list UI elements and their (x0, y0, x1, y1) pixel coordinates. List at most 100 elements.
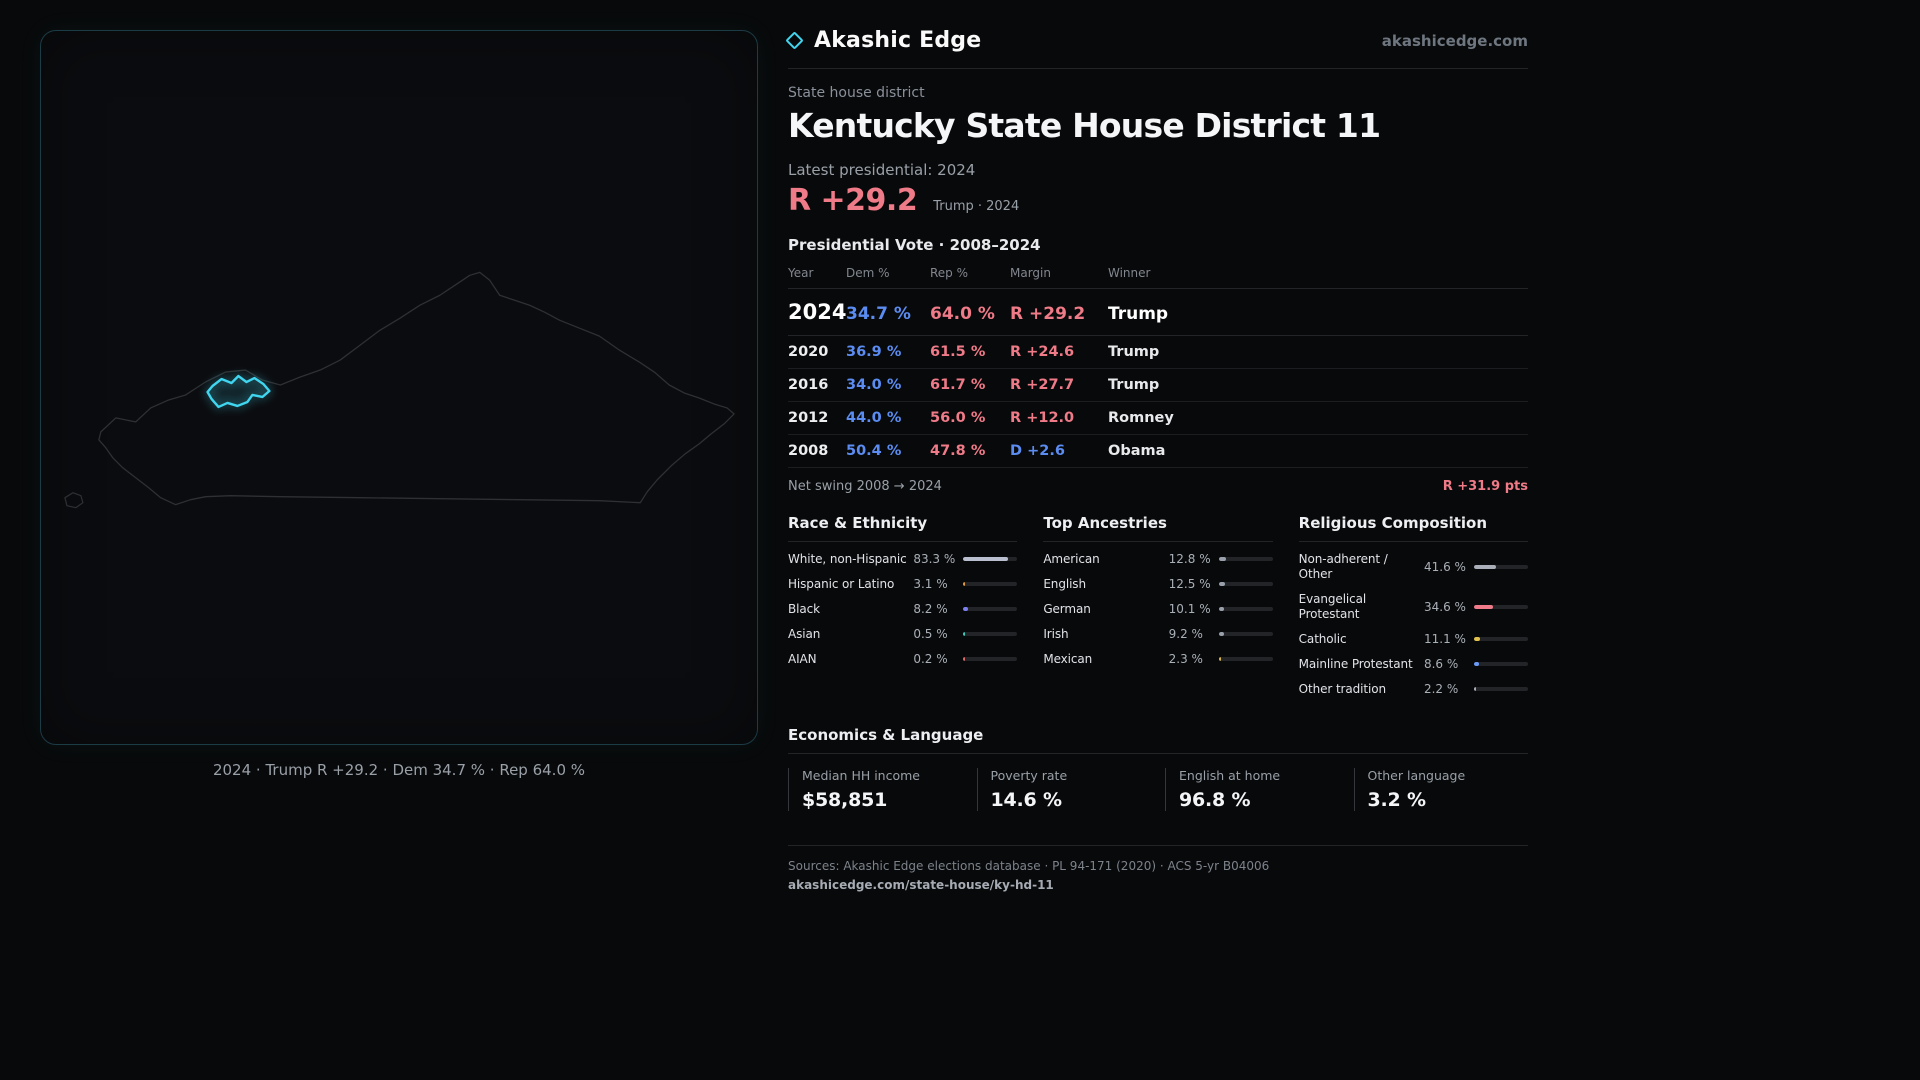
stat-label: White, non-Hispanic (788, 551, 907, 566)
vote-rep-pct: 56.0 % (930, 409, 986, 426)
stat-bar (1218, 557, 1273, 562)
stat-row: Evangelical Protestant 34.6 % (1299, 587, 1528, 627)
district-11-shape[interactable] (206, 374, 271, 409)
map-column: 2024 · Trump R +29.2 · Dem 34.7 % · Rep … (40, 30, 758, 1080)
stat-row: Mexican 2.3 % (1043, 647, 1273, 672)
stat-bar (963, 657, 1018, 662)
vote-row-2024: 2024 34.7 % 64.0 % R +29.2 Trump (788, 289, 1528, 336)
vote-row-2016: 2016 34.0 % 61.7 % R +27.7 Trump (788, 369, 1528, 402)
stat-label: Non-adherent / Other (1298, 551, 1388, 581)
stat-row: Hispanic or Latino 3.1 % (788, 572, 1018, 597)
stat-value: 8.2 % (913, 602, 948, 617)
net-swing-label: Net swing 2008 → 2024 (788, 478, 942, 494)
economics-stats: Median HH income $58,851 Poverty rate 14.6 … (788, 767, 1528, 811)
economics-stat-label: Median HH income (802, 767, 920, 783)
race-ethnicity-title: Race & Ethnicity (788, 514, 1018, 542)
vote-table-title: Presidential Vote · 2008–2024 (788, 235, 1041, 254)
economics-stat: English at home 96.8 % (1165, 767, 1340, 811)
economics-stat: Poverty rate 14.6 % (976, 767, 1152, 811)
net-swing-row: Net swing 2008 → 2024 R +31.9 pts (788, 479, 1528, 494)
stat-bar-fill (963, 582, 966, 587)
stat-value: 12.5 % (1168, 577, 1211, 592)
vote-winner: Trump (1108, 376, 1160, 393)
stat-label: Evangelical Protestant (1298, 591, 1367, 621)
stat-row: AIAN 0.2 % (788, 647, 1018, 672)
vote-dem-pct: 50.4 % (846, 442, 902, 459)
economics-stat-label: English at home (1179, 767, 1281, 783)
stat-bar-fill (963, 632, 966, 637)
stat-row: Other tradition 2.2 % (1299, 677, 1528, 702)
vote-margin: R +12.0 (1010, 409, 1075, 426)
permalink[interactable]: akashicedge.com/state-house/ky-hd-11 (788, 877, 1054, 892)
vote-table-rows: 2024 34.7 % 64.0 % R +29.2 Trump 2020 36.9 % 61… (788, 289, 1528, 468)
stat-bar (1218, 657, 1273, 662)
race-ethnicity-list: White, non-Hispanic 83.3 % Hispanic or Lat… (788, 547, 1018, 672)
headline-margin-row: R +29.2 Trump · 2024 (788, 183, 1528, 218)
stat-row: Irish 9.2 % (1043, 622, 1273, 647)
vote-winner: Romney (1108, 409, 1174, 426)
vote-winner: Obama (1108, 442, 1166, 459)
col-year: Year (788, 265, 814, 280)
vote-margin: D +2.6 (1010, 442, 1065, 459)
col-rep: Rep % (930, 265, 969, 280)
stat-bar-fill (963, 657, 966, 662)
vote-year: 2008 (788, 442, 829, 459)
stat-row: Black 8.2 % (788, 597, 1018, 622)
stat-label: Other tradition (1298, 681, 1386, 696)
stat-bar (963, 557, 1018, 562)
stat-bar-fill (1473, 637, 1480, 642)
col-winner: Winner (1108, 265, 1151, 280)
vote-year: 2020 (788, 343, 829, 360)
stat-label: American (1043, 551, 1100, 566)
page-title: Kentucky State House District 11 (788, 106, 1381, 145)
stat-row: White, non-Hispanic 83.3 % (788, 547, 1018, 572)
stat-bar-fill (1218, 632, 1224, 637)
stat-row: Non-adherent / Other 41.6 % (1299, 547, 1528, 587)
net-swing-value: R +31.9 pts (1442, 478, 1528, 494)
stat-value: 3.1 % (913, 577, 948, 592)
stat-bar (1473, 604, 1528, 609)
stat-label: German (1043, 601, 1091, 616)
vote-margin: R +27.7 (1010, 376, 1075, 393)
map-panel (40, 30, 758, 745)
stat-value: 34.6 % (1423, 599, 1466, 614)
stat-row: Catholic 11.1 % (1299, 627, 1528, 652)
brand-domain-link[interactable]: akashicedge.com (1381, 31, 1528, 50)
stat-bar-fill (1218, 582, 1226, 587)
vote-winner: Trump (1108, 343, 1160, 360)
stat-bar (1473, 662, 1528, 667)
headline-margin-value: R +29.2 (788, 182, 918, 218)
stat-bar (1218, 607, 1273, 612)
vote-winner: Trump (1108, 303, 1169, 324)
stat-row: German 10.1 % (1043, 597, 1273, 622)
headline-margin-note: Trump · 2024 (933, 198, 1020, 214)
vote-dem-pct: 34.7 % (846, 303, 911, 324)
stat-value: 12.8 % (1168, 552, 1211, 567)
stat-label: Black (788, 601, 820, 616)
diamond-logo-icon (785, 31, 804, 50)
stat-bar-fill (963, 557, 1009, 562)
footer: Sources: Akashic Edge elections database… (788, 844, 1528, 892)
vote-year: 2024 (788, 299, 847, 324)
vote-margin: R +29.2 (1010, 303, 1086, 324)
ancestries-title: Top Ancestries (1043, 514, 1273, 542)
ancestries-list: American 12.8 % English 12.5 % German 10.1 % I… (1043, 547, 1273, 672)
stat-row: English 12.5 % (1043, 572, 1273, 597)
economics-stat-value: 3.2 % (1367, 788, 1427, 811)
vote-rep-pct: 47.8 % (930, 442, 986, 459)
stat-label: English (1043, 576, 1086, 591)
stat-value: 10.1 % (1168, 602, 1211, 617)
economics-stat-value: 96.8 % (1179, 788, 1251, 811)
religion-list: Non-adherent / Other 41.6 % Evangelical Pr… (1299, 547, 1528, 702)
stat-value: 2.2 % (1423, 682, 1459, 697)
vote-dem-pct: 44.0 % (846, 409, 902, 426)
stat-bar (1218, 632, 1273, 637)
stat-bar (1218, 582, 1273, 587)
kentucky-map (64, 271, 735, 509)
vote-dem-pct: 34.0 % (846, 376, 902, 393)
stat-bar (1473, 564, 1528, 569)
stat-bar-fill (1218, 557, 1226, 562)
stat-value: 41.6 % (1423, 559, 1466, 574)
stat-label: Mainline Protestant (1298, 656, 1413, 671)
stat-value: 9.2 % (1168, 627, 1203, 642)
